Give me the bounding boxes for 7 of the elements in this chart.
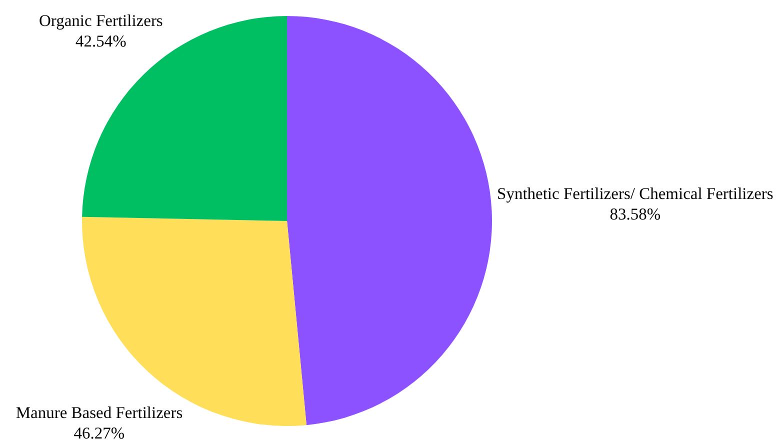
slice-label: Organic Fertilizers [38, 10, 163, 30]
data-label: 42.54% [75, 31, 127, 50]
data-label: 46.27% [74, 424, 125, 442]
slice-label: Synthetic Fertilizers/ Chemical Fertilizers [497, 184, 774, 204]
pie-slice [287, 16, 492, 426]
slice-label: Manure Based Fertilizers [16, 403, 183, 422]
data-label: 83.58% [610, 204, 661, 224]
